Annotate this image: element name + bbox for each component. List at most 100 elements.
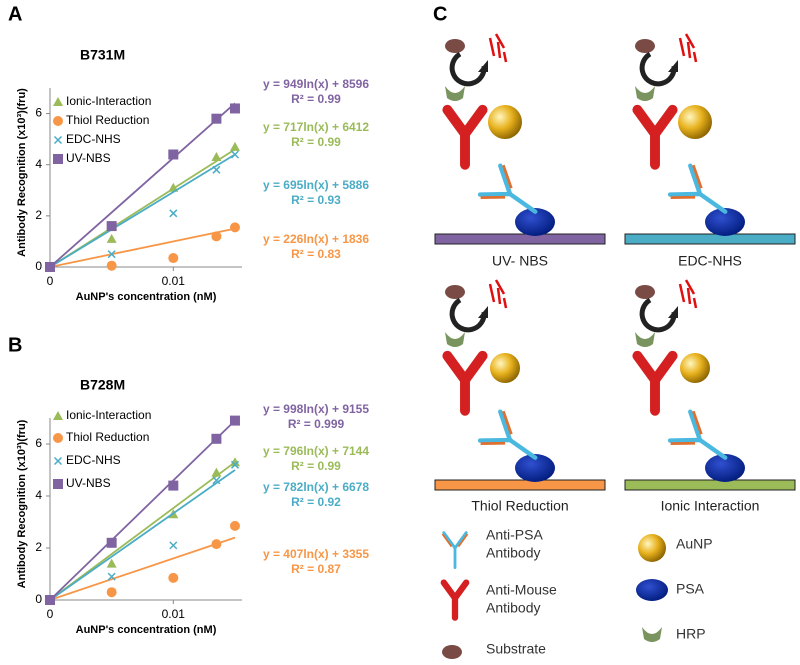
x-tick-label: 0.01 bbox=[162, 607, 186, 621]
fit-r2: R² = 0.93 bbox=[291, 193, 341, 207]
y-tick-label: 2 bbox=[35, 208, 42, 222]
x-tick-label: 0 bbox=[47, 607, 54, 621]
marker bbox=[168, 572, 179, 583]
substrate-surface bbox=[624, 479, 796, 491]
reaction-arrow bbox=[449, 51, 487, 87]
fit-equation: y = 796ln(x) + 7144 bbox=[263, 444, 369, 458]
legend-label: HRP bbox=[676, 626, 706, 642]
marker bbox=[229, 520, 240, 531]
antibody-arm bbox=[498, 163, 513, 197]
legend-marker bbox=[53, 135, 63, 145]
psa bbox=[515, 454, 555, 482]
legend-label: PSA bbox=[676, 581, 705, 597]
legend-label: Thiol Reduction bbox=[66, 113, 149, 127]
marker bbox=[211, 433, 222, 444]
fit-r2: R² = 0.83 bbox=[291, 247, 341, 261]
signal-ray bbox=[686, 287, 692, 305]
marker bbox=[106, 233, 117, 243]
marker bbox=[169, 209, 178, 218]
panel-caption: EDC-NHS bbox=[678, 253, 742, 269]
psa bbox=[705, 454, 745, 482]
legend-marker bbox=[53, 116, 63, 126]
marker bbox=[211, 152, 222, 162]
aunp bbox=[490, 353, 520, 383]
legend-label: Anti-PSA bbox=[486, 527, 543, 543]
substrate-surface bbox=[434, 479, 606, 491]
legend-marker bbox=[53, 479, 63, 489]
x-tick-label: 0 bbox=[47, 274, 54, 288]
marker bbox=[168, 149, 179, 160]
fit-equation: y = 782ln(x) + 6678 bbox=[263, 480, 369, 494]
antibody-arm bbox=[697, 437, 728, 460]
antibody-arm bbox=[688, 409, 703, 443]
aunp bbox=[680, 353, 710, 383]
signal-ray bbox=[502, 297, 508, 309]
legend-label: AuNP bbox=[676, 536, 713, 552]
marker bbox=[230, 150, 240, 159]
chart-title: B728M bbox=[80, 377, 125, 393]
marker bbox=[45, 595, 55, 605]
signal-ray bbox=[678, 283, 686, 303]
reaction-arrow bbox=[449, 297, 487, 333]
signal-ray bbox=[692, 297, 698, 309]
marker bbox=[45, 262, 55, 272]
signal-ray bbox=[502, 51, 508, 63]
antibody bbox=[440, 579, 470, 621]
fit-r2: R² = 0.92 bbox=[291, 495, 341, 509]
marker bbox=[168, 253, 179, 264]
antibody-arm bbox=[507, 191, 538, 214]
arrow-head bbox=[478, 60, 488, 72]
trend-line bbox=[49, 469, 236, 601]
panel-label: A bbox=[8, 3, 22, 25]
antibody bbox=[632, 104, 678, 170]
fit-equation: y = 949ln(x) + 8596 bbox=[263, 77, 369, 91]
y-tick-label: 0 bbox=[35, 259, 42, 273]
legend-label: EDC-NHS bbox=[66, 453, 121, 467]
panel-caption: Ionic Interaction bbox=[661, 498, 760, 514]
antibody-arm bbox=[480, 441, 506, 445]
marker bbox=[229, 141, 240, 151]
substrate-surface bbox=[434, 233, 606, 245]
fit-equation: y = 998ln(x) + 9155 bbox=[263, 402, 369, 416]
y-tick-label: 2 bbox=[35, 540, 42, 554]
legend-marker bbox=[53, 411, 63, 420]
substrate bbox=[635, 285, 655, 299]
marker bbox=[169, 541, 178, 550]
antibody-arm bbox=[697, 191, 728, 214]
fit-equation: y = 407ln(x) + 3355 bbox=[263, 547, 369, 561]
hrp bbox=[635, 332, 655, 347]
antibody bbox=[667, 163, 728, 214]
trend-line bbox=[49, 153, 236, 268]
fit-equation: y = 717ln(x) + 6412 bbox=[263, 120, 369, 134]
signal-ray bbox=[686, 41, 692, 59]
antibody-arm bbox=[460, 350, 488, 385]
marker bbox=[211, 231, 222, 242]
marker bbox=[106, 558, 117, 568]
legend-marker bbox=[53, 154, 63, 164]
y-tick-label: 4 bbox=[35, 157, 42, 171]
antibody-arm bbox=[650, 350, 678, 385]
signal-ray bbox=[494, 33, 506, 49]
y-axis-label: Antibody Recognition (x10³)(fru) bbox=[16, 88, 28, 257]
legend-label: Antibody bbox=[486, 545, 540, 561]
substrate bbox=[445, 285, 465, 299]
antibody bbox=[442, 350, 488, 416]
fit-equation: y = 226ln(x) + 1836 bbox=[263, 232, 369, 246]
panel-caption: Thiol Reduction bbox=[471, 498, 568, 514]
legend-label: EDC-NHS bbox=[66, 132, 121, 146]
signal-ray bbox=[488, 37, 496, 57]
signal-ray bbox=[494, 279, 506, 295]
marker bbox=[229, 103, 240, 114]
signal-ray bbox=[684, 33, 696, 49]
fit-r2: R² = 0.999 bbox=[288, 417, 345, 431]
aunp bbox=[638, 534, 666, 562]
marker bbox=[212, 165, 221, 174]
legend-label: Ionic-Interaction bbox=[66, 94, 151, 108]
fit-r2: R² = 0.99 bbox=[291, 92, 341, 106]
substrate bbox=[445, 39, 465, 53]
marker bbox=[229, 415, 240, 426]
panel-label: C bbox=[433, 3, 447, 25]
legend-marker bbox=[53, 456, 63, 466]
x-tick-label: 0.01 bbox=[162, 274, 186, 288]
trend-line bbox=[49, 227, 236, 268]
